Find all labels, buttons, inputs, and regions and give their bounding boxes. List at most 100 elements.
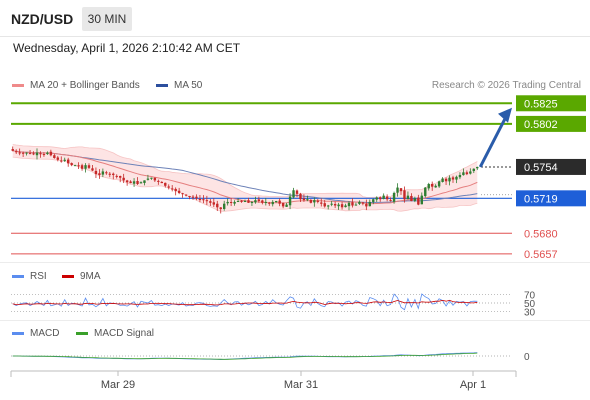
candle-body-108 (385, 196, 389, 200)
candle-body-106 (379, 197, 382, 200)
header-divider (0, 36, 590, 37)
candle-body-127 (451, 177, 455, 180)
candle-body-58 (212, 202, 215, 205)
candle-body-84 (302, 198, 306, 201)
resistance-label-1: 0.5802 (524, 119, 558, 131)
macd-signal-swatch (76, 332, 88, 335)
macd-panel-divider (0, 320, 590, 321)
candle-body-12 (53, 155, 56, 158)
candle-body-131 (465, 172, 469, 175)
resistance-label-box-1 (516, 115, 586, 132)
candle-body-7 (35, 152, 39, 156)
time-tick-label-0: Mar 29 (101, 379, 135, 391)
candle-body-13 (56, 157, 59, 160)
candle-body-69 (250, 201, 254, 204)
candle-body-95 (340, 204, 344, 208)
resistance-label-box-0 (516, 95, 586, 112)
candle-body-53 (195, 196, 198, 199)
pivot-label: 0.5719 (524, 193, 558, 205)
candle-body-90 (323, 203, 326, 207)
candle-body-46 (171, 188, 174, 190)
timeframe-button[interactable]: 30 MIN (82, 7, 132, 31)
candle-body-55 (202, 199, 205, 201)
candle-body-128 (455, 176, 458, 180)
rsi-ma-swatch (62, 275, 74, 278)
support-label-4: 0.5680 (524, 228, 558, 240)
candle-body-115 (410, 195, 413, 202)
price-panel (11, 95, 586, 255)
candle-body-21 (84, 165, 87, 169)
candle-body-82 (295, 190, 299, 194)
ma50-swatch (156, 84, 168, 87)
candle-body-40 (150, 177, 153, 179)
candle-body-122 (434, 185, 437, 188)
candle-body-60 (219, 207, 222, 210)
macd-panel (11, 352, 512, 361)
candle-body-61 (223, 203, 226, 209)
candle-body-54 (198, 199, 202, 201)
candle-body-23 (91, 168, 94, 171)
candle-body-113 (403, 190, 406, 200)
current-price-box (516, 158, 586, 175)
candle-body-14 (60, 160, 63, 162)
candle-body-56 (205, 200, 209, 202)
candle-body-2 (18, 152, 21, 154)
macd-swatch (12, 332, 24, 335)
candle-body-96 (344, 205, 347, 208)
candle-body-93 (333, 204, 337, 206)
candle-body-89 (320, 202, 323, 204)
candle-body-94 (337, 204, 340, 207)
rsi-swatch (12, 275, 24, 278)
candle-body-91 (327, 205, 330, 207)
candle-body-49 (181, 193, 184, 195)
candle-body-81 (292, 190, 295, 198)
candle-body-116 (413, 198, 417, 201)
candle-body-66 (240, 200, 243, 202)
candle-body-119 (424, 187, 427, 197)
bollinger-band-fill (12, 144, 478, 212)
time-axis (10, 370, 517, 377)
candle-body-92 (330, 203, 333, 205)
current-price-label: 0.5754 (524, 162, 558, 174)
candle-body-126 (448, 177, 451, 182)
candle-body-133 (472, 168, 475, 172)
candle-body-70 (254, 200, 257, 203)
candle-body-51 (188, 195, 191, 197)
candle-body-34 (129, 181, 132, 184)
candle-body-73 (264, 201, 267, 203)
candle-body-32 (122, 177, 125, 181)
candle-body-11 (49, 151, 53, 156)
candle-body-31 (119, 176, 122, 178)
research-credit: Research © 2026 Trading Central (431, 80, 581, 91)
candle-body-130 (462, 172, 465, 176)
candle-body-110 (392, 192, 396, 202)
candle-body-132 (469, 171, 472, 174)
support-label-5: 0.5657 (524, 249, 558, 261)
candle-body-68 (247, 200, 250, 203)
candle-body-27 (105, 172, 108, 174)
macd-tick-zero: 0 (524, 352, 530, 363)
candle-body-39 (146, 178, 150, 180)
candle-body-103 (368, 201, 371, 207)
legend-ma50: MA 50 (156, 80, 202, 91)
legend-macd: MACD (12, 328, 59, 339)
rsi-ma-line (12, 299, 478, 306)
candle-body-102 (365, 203, 368, 207)
candle-body-26 (101, 171, 105, 175)
candle-body-45 (167, 186, 170, 188)
candle-body-0 (11, 149, 14, 151)
candle-body-29 (112, 173, 115, 176)
candle-body-9 (42, 154, 46, 156)
candle-body-20 (80, 165, 84, 169)
forecast-arrow-head (498, 107, 512, 123)
legend-ma20: MA 20 + Bollinger Bands (12, 80, 140, 91)
candle-body-30 (115, 175, 118, 177)
candle-body-98 (351, 202, 354, 206)
rsi-tick-30: 30 (524, 308, 536, 319)
candle-body-22 (87, 165, 91, 168)
candle-body-123 (437, 181, 441, 187)
candle-body-85 (306, 199, 309, 201)
candle-body-25 (98, 173, 101, 176)
candle-body-28 (108, 173, 111, 175)
legend-rsi-label: RSI (30, 271, 47, 282)
